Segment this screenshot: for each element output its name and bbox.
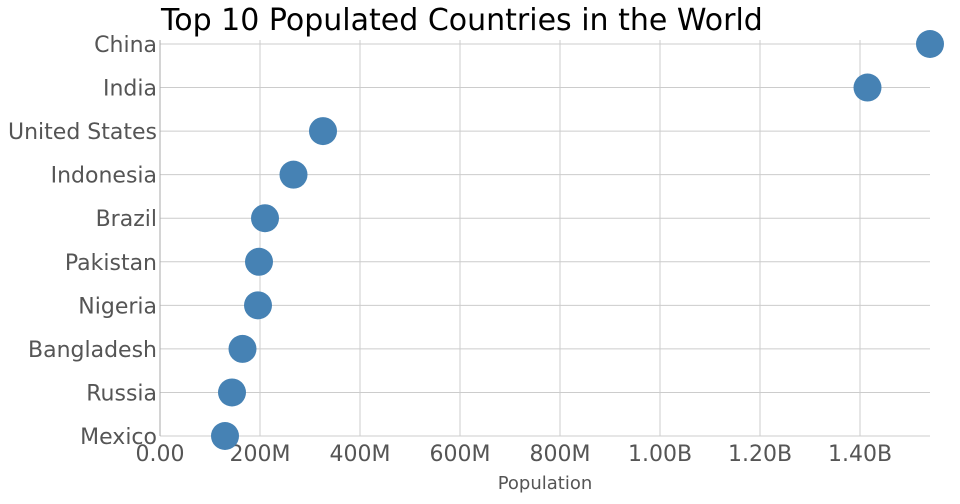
y-tick-label: Brazil: [96, 207, 157, 232]
x-tick-label: 600M: [430, 442, 491, 467]
y-tick-label: China: [94, 33, 157, 58]
x-tick-label: 1.20B: [728, 442, 792, 467]
y-axis-labels: China India United States Indonesia Brazil Pa…: [8, 33, 157, 450]
data-points: [211, 30, 944, 450]
data-point-indonesia[interactable]: [279, 160, 308, 189]
x-tick-label: 200M: [230, 442, 291, 467]
data-point-united-states[interactable]: [309, 117, 337, 146]
x-tick-label: 800M: [530, 442, 591, 467]
data-point-india[interactable]: [853, 73, 882, 102]
data-point-china[interactable]: [916, 30, 944, 58]
x-tick-label: 1.40B: [828, 442, 892, 467]
y-tick-label: India: [103, 77, 157, 102]
data-point-nigeria[interactable]: [244, 291, 272, 320]
x-tick-label: 400M: [330, 442, 391, 467]
x-axis-labels: 0.00 200M 400M 600M 800M 1.00B 1.20B 1.40B: [136, 442, 893, 467]
y-tick-label: Pakistan: [65, 251, 157, 276]
data-point-bangladesh[interactable]: [228, 334, 257, 363]
y-tick-label: Bangladesh: [28, 338, 157, 363]
y-tick-label: Nigeria: [78, 294, 157, 319]
y-tick-label: Mexico: [80, 425, 157, 450]
x-tick-label: 1.00B: [628, 442, 692, 467]
data-point-pakistan[interactable]: [245, 247, 273, 276]
data-point-brazil[interactable]: [251, 204, 279, 233]
y-tick-label: United States: [8, 120, 157, 145]
x-tick-label: 0.00: [136, 442, 185, 467]
grid-layer: [159, 40, 930, 437]
y-tick-label: Indonesia: [51, 164, 157, 189]
chart-title: Top 10 Populated Countries in the World: [160, 3, 763, 38]
data-point-russia[interactable]: [218, 378, 246, 407]
data-point-mexico[interactable]: [211, 422, 239, 450]
y-tick-label: Russia: [86, 381, 157, 406]
x-axis-title: Population: [498, 473, 593, 494]
